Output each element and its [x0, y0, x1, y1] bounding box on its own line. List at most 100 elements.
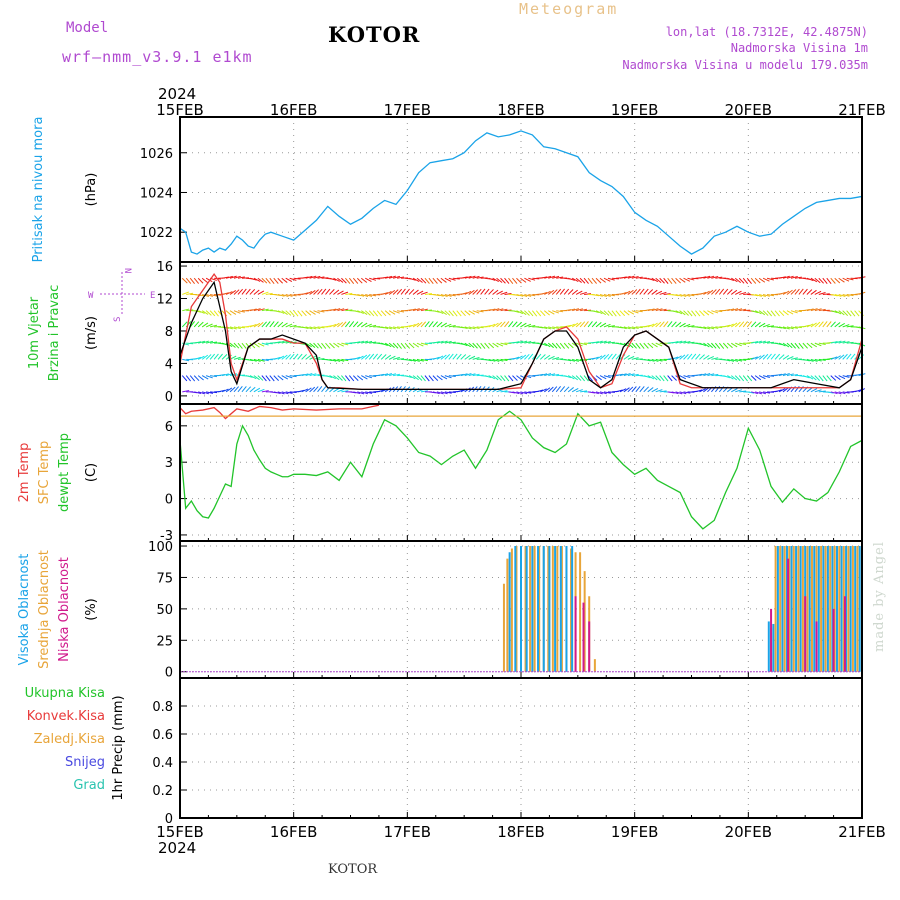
wind-arrow: [396, 288, 403, 295]
wind-arrow: [659, 358, 667, 361]
wind-arrow: [389, 326, 396, 330]
wind-arrow: [492, 342, 499, 348]
wind-arrow: [476, 288, 482, 295]
wind-arrow: [539, 310, 546, 317]
wind-arrow: [782, 373, 790, 377]
wind-arrow: [810, 289, 817, 295]
wind-arrow: [575, 277, 582, 283]
wind-arrow: [221, 373, 229, 377]
wind-arrow: [277, 321, 284, 328]
wind-arrow: [496, 290, 503, 295]
wind-arrow: [798, 342, 804, 349]
wind-arrow: [237, 310, 245, 313]
wind-arrow: [750, 277, 757, 284]
wind-arrow: [711, 342, 717, 349]
series-line-pressure: [179, 130, 863, 255]
wind-arrow: [333, 308, 341, 312]
wind-arrow: [516, 277, 522, 284]
wind-arrow: [412, 277, 420, 282]
wind-arrow: [289, 375, 297, 378]
wind-arrow: [762, 310, 769, 316]
wind-arrow: [699, 354, 705, 360]
wind-arrow: [221, 388, 229, 393]
wind-arrow: [520, 340, 528, 344]
panel-label: Visoka Oblacnost: [17, 554, 32, 666]
wind-arrow: [460, 342, 468, 347]
wind-arrow: [440, 340, 448, 344]
wind-arrow: [603, 310, 610, 316]
wind-arrow: [774, 353, 781, 360]
wind-arrow: [488, 358, 496, 362]
wind-arrow: [512, 391, 520, 395]
wind-arrow: [659, 375, 665, 382]
x-tick-label-bottom: 20FEB: [725, 823, 772, 841]
wind-arrow: [563, 342, 570, 349]
wind-arrow: [611, 353, 617, 360]
wind-arrow: [635, 310, 643, 313]
wind-arrow: [202, 340, 210, 344]
wind-arrow: [707, 289, 714, 295]
wind-arrow: [361, 340, 369, 344]
wind-arrow: [735, 342, 742, 347]
wind-arrow: [552, 310, 560, 314]
wind-arrow: [699, 388, 706, 393]
wind-arrow: [846, 310, 852, 317]
wind-arrow: [313, 275, 321, 279]
wind-arrow: [357, 310, 364, 314]
wind-arrow: [750, 356, 758, 360]
wind-arrow: [360, 277, 368, 283]
wind-arrow: [786, 373, 794, 377]
wind-arrow: [285, 310, 292, 316]
wind-arrow: [452, 293, 460, 296]
wind-arrow: [201, 354, 209, 360]
wind-arrow: [385, 275, 393, 279]
wind-arrow: [623, 290, 631, 295]
wind-arrow: [357, 355, 364, 360]
wind-arrow: [229, 326, 237, 330]
city-title: KOTOR: [328, 22, 421, 47]
wind-arrow: [714, 288, 721, 295]
wind-arrow: [257, 375, 264, 381]
wind-arrow: [432, 391, 440, 395]
wind-arrow: [595, 293, 603, 297]
wind-arrow: [651, 388, 659, 393]
wind-arrow: [782, 326, 790, 330]
wind-arrow: [663, 277, 669, 284]
x-tick-label-top: 16FEB: [270, 101, 317, 119]
wind-arrow: [261, 277, 268, 284]
y-tick-label: 0: [165, 493, 173, 508]
wind-arrow: [647, 358, 655, 362]
wind-arrow: [623, 310, 630, 316]
wind-arrow: [727, 323, 734, 328]
wind-arrow: [404, 288, 410, 295]
wind-arrow: [261, 291, 269, 295]
wind-arrow: [755, 340, 762, 344]
wind-arrow: [265, 375, 271, 382]
wind-arrow: [547, 342, 554, 349]
wind-arrow: [361, 310, 368, 315]
wind-arrow: [810, 322, 817, 328]
wind-arrow: [285, 354, 292, 360]
wind-arrow: [325, 342, 331, 349]
panel-wind: 0 4 8 12 16 10m Vjetar Brzina i Pravac (m/s): [27, 260, 866, 405]
wind-arrow: [297, 389, 305, 393]
wind-arrow: [742, 321, 748, 328]
wind-arrow: [623, 373, 631, 377]
wind-arrow: [679, 277, 686, 283]
lonlat-text: lon,lat (18.7312E, 42.4875N): [665, 25, 868, 39]
wind-arrow: [313, 386, 319, 393]
x-tick-label-top: 15FEB: [156, 101, 203, 119]
wind-arrow: [758, 322, 766, 328]
wind-arrow: [500, 308, 508, 312]
wind-arrow: [496, 375, 502, 381]
wind-arrow: [623, 326, 631, 330]
wind-arrow: [273, 391, 281, 395]
wind-arrow: [444, 340, 452, 344]
wind-arrow: [556, 310, 564, 313]
wind-arrow: [365, 375, 373, 379]
wind-arrow: [778, 291, 786, 295]
wind-arrow: [512, 356, 520, 360]
wind-arrow: [472, 342, 478, 349]
wind-arrow: [388, 289, 396, 295]
wind-arrow: [718, 288, 725, 295]
